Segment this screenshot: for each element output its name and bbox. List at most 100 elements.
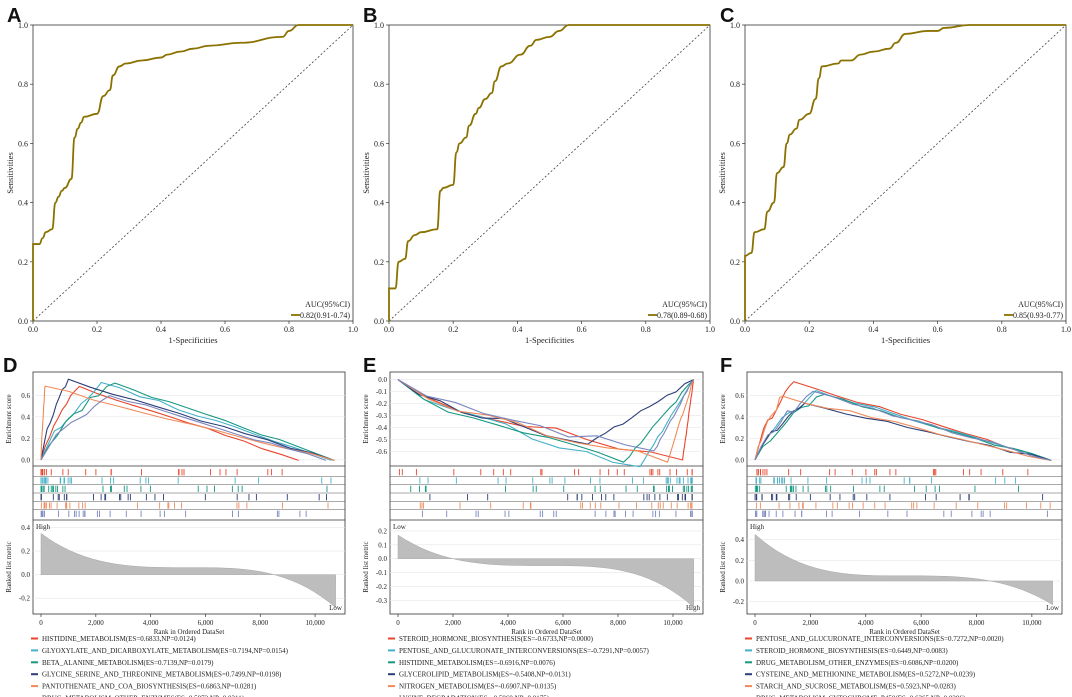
legend-entry-1: STEROID_HORMONE_BIOSYNTHESIS(ES=-0.6733,… xyxy=(399,635,594,643)
y-tick-label: 0.8 xyxy=(18,80,28,89)
metric-tick-label: 0.4 xyxy=(735,536,744,544)
es-tick-label: 0.6 xyxy=(21,392,30,400)
y-axis-label: Sensitivities xyxy=(361,152,371,194)
metric-top-label: High xyxy=(750,523,765,531)
x-tick-label: 8,000 xyxy=(969,619,985,627)
x-tick-label: 0.6 xyxy=(933,325,943,334)
metric-axis-label: Ranked list metric xyxy=(719,541,727,592)
y-tick-label: 0.0 xyxy=(18,317,28,326)
y-tick-label: 0.8 xyxy=(730,80,740,89)
metric-tick-label: -0.2 xyxy=(733,598,745,606)
x-tick-label: 4,000 xyxy=(500,619,516,627)
x-axis-label: Rank in Ordered DataSet xyxy=(154,628,225,636)
es-tick-label: 0.0 xyxy=(735,456,744,464)
metric-tick-label: -0.2 xyxy=(376,583,388,591)
es-curve-2 xyxy=(397,379,695,468)
diagonal-reference-line xyxy=(32,24,354,322)
metric-tick-label: 0.0 xyxy=(378,555,387,563)
y-tick-label: 1.0 xyxy=(18,21,28,30)
x-tick-label: 0 xyxy=(753,619,757,627)
es-axis-label: Enrichment score xyxy=(719,394,727,443)
x-tick-label: 0.2 xyxy=(92,325,102,334)
metric-tick-label: 0.1 xyxy=(378,541,387,549)
es-curve-6 xyxy=(754,390,1052,461)
x-tick-label: 0.2 xyxy=(804,325,814,334)
es-curve-5 xyxy=(754,395,1052,461)
x-tick-label: 0.2 xyxy=(448,325,458,334)
es-tick-label: -0.3 xyxy=(376,412,388,420)
roc-curve xyxy=(744,24,1066,321)
legend-title: AUC(95%CI) xyxy=(305,300,350,309)
plot-frame xyxy=(32,24,354,322)
x-tick-label: 1.0 xyxy=(705,325,715,334)
es-tick-label: 0.4 xyxy=(735,413,744,421)
x-tick-label: 0 xyxy=(396,619,400,627)
x-tick-label: 4,000 xyxy=(143,619,159,627)
metric-tick-label: -0.3 xyxy=(376,597,388,605)
x-axis-label: Rank in Ordered DataSet xyxy=(869,628,940,636)
x-tick-label: 10,000 xyxy=(305,619,325,627)
ranked-metric-area xyxy=(754,533,1053,606)
gsea-panel-D: D 0.0 0.2 0.4 0.6 Enrichment score 0.4 0.2 0.0 -0… xyxy=(3,355,346,697)
y-tick-label: 0.2 xyxy=(18,258,28,267)
es-axis-label: Enrichment score xyxy=(5,394,13,443)
es-tick-label: -0.5 xyxy=(376,436,388,444)
y-tick-label: 0.6 xyxy=(18,139,28,148)
x-tick-label: 0.6 xyxy=(577,325,587,334)
es-curve-6 xyxy=(40,395,327,461)
legend-label: 0.82(0.91-0.74) xyxy=(300,311,350,320)
panel-label: E xyxy=(363,355,376,377)
x-tick-label: 0.0 xyxy=(740,325,750,334)
metric-tick-label: 0.0 xyxy=(735,577,744,585)
es-curve-6 xyxy=(397,379,695,452)
metric-bottom-label: Low xyxy=(1046,604,1060,612)
diagonal-reference-line xyxy=(744,24,1067,322)
legend-entry-3: BETA_ALANINE_METABOLISM(ES=0.7139,NP=0.0… xyxy=(42,659,214,667)
legend-title: AUC(95%CI) xyxy=(1018,300,1063,309)
es-curve-4 xyxy=(754,402,1052,461)
x-axis-label: 1-Specificities xyxy=(525,335,574,345)
metric-tick-label: 0.2 xyxy=(378,527,387,535)
legend-entry-2: STEROID_HORMONE_BIOSYNTHESIS(ES=0.6449,N… xyxy=(756,647,948,655)
x-tick-label: 2,000 xyxy=(802,619,818,627)
metric-tick-label: -0.1 xyxy=(376,569,388,577)
x-tick-label: 6,000 xyxy=(913,619,929,627)
x-tick-label: 10,000 xyxy=(663,619,683,627)
es-tick-label: 0.0 xyxy=(378,376,387,384)
metric-axis-label: Ranked list metric xyxy=(5,541,13,592)
panel-label: B xyxy=(363,5,377,27)
x-tick-label: 0 xyxy=(39,619,43,627)
metric-tick-label: 0.4 xyxy=(21,524,30,532)
x-tick-label: 0.6 xyxy=(220,325,230,334)
roc-curve xyxy=(32,24,353,321)
es-tick-label: -0.4 xyxy=(376,424,388,432)
y-axis-label: Sensitivities xyxy=(5,152,15,194)
x-tick-label: 2,000 xyxy=(88,619,104,627)
y-tick-label: 0.2 xyxy=(374,258,384,267)
metric-tick-label: -0.2 xyxy=(19,595,31,603)
es-tick-label: -0.2 xyxy=(376,400,388,408)
legend-entry-6: LYSINE_DEGRADATION(ES=-0.5969,NP=0.0175) xyxy=(399,695,550,697)
x-axis-label: 1-Specificities xyxy=(881,335,930,345)
x-tick-label: 0.8 xyxy=(997,325,1007,334)
legend-entry-5: PANTOTHENATE_AND_COA_BIOSYNTHESIS(ES=0.6… xyxy=(42,683,257,691)
plot-frame xyxy=(388,24,711,322)
ranked-metric-area xyxy=(40,532,336,609)
y-tick-label: 0.0 xyxy=(730,317,740,326)
x-tick-label: 8,000 xyxy=(610,619,626,627)
y-axis-label: Sensitivities xyxy=(717,152,727,194)
roc-panel-B: B 0.0 0.2 0.4 0.6 0.8 1.0 0.0 0.2 0.4 0.6 0.8 1.0 1-S… xyxy=(361,5,715,345)
x-tick-label: 1.0 xyxy=(348,325,358,334)
x-tick-label: 1.0 xyxy=(1061,325,1071,334)
legend-entry-5: NITROGEN_METABOLISM(ES=-0.6907,NP=0.0135… xyxy=(399,683,557,691)
y-tick-label: 1.0 xyxy=(730,21,740,30)
x-tick-label: 6,000 xyxy=(555,619,571,627)
gsea-panel-F: F 0.0 0.2 0.4 0.6 Enrichment score 0.4 0.2 0.0 -0… xyxy=(719,355,1063,697)
x-tick-label: 0.0 xyxy=(28,325,38,334)
x-tick-label: 6,000 xyxy=(198,619,214,627)
legend-title: AUC(95%CI) xyxy=(662,300,707,309)
panel-label: C xyxy=(720,5,734,27)
es-tick-label: -0.1 xyxy=(376,388,388,396)
x-tick-label: 0.0 xyxy=(384,325,394,334)
x-tick-label: 2,000 xyxy=(445,619,461,627)
